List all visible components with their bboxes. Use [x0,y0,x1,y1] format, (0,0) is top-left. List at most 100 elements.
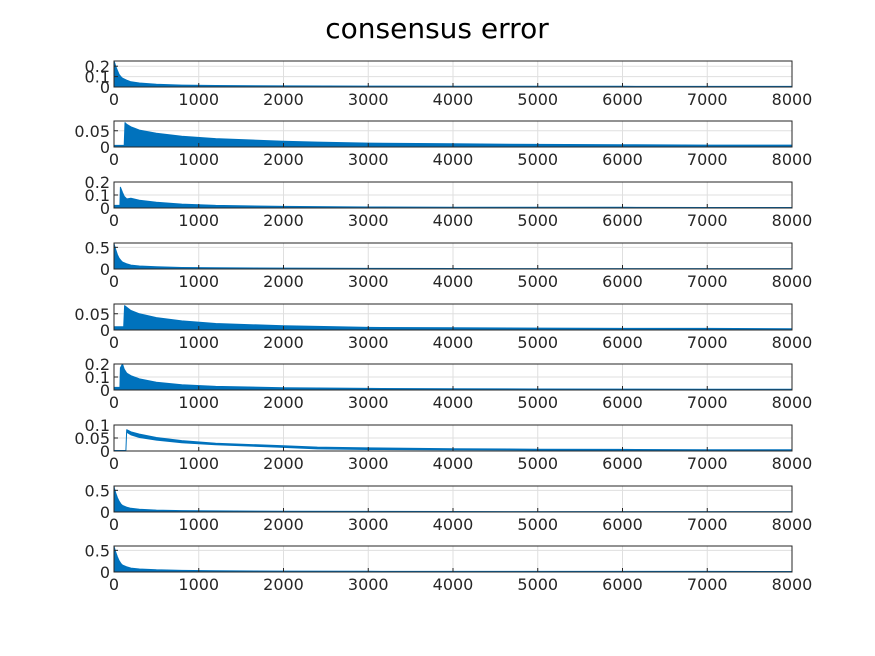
x-tick-label: 6000 [602,211,643,230]
subplots: 0 1000 2000 3000 4000 5000 6000 7000 8000 0 0.1 0.2… [74,57,812,594]
x-tick-label: 2000 [263,515,304,534]
x-tick-label: 6000 [602,150,643,169]
y-tick-label: 0 [100,321,110,340]
x-tick-label: 4000 [433,150,474,169]
x-tick-label: 6000 [602,515,643,534]
x-tick-label: 7000 [687,150,728,169]
x-tick-label: 0 [109,393,119,412]
x-tick-label: 4000 [433,515,474,534]
x-tick-label: 2000 [263,454,304,473]
x-tick-label: 2000 [263,393,304,412]
x-tick-label: 6000 [602,272,643,291]
x-tick-label: 8000 [772,515,813,534]
x-tick-label: 8000 [772,150,813,169]
x-tick-label: 1000 [178,454,219,473]
x-tick-label: 3000 [348,515,389,534]
x-tick-label: 8000 [772,393,813,412]
x-tick-label: 0 [109,90,119,109]
subplot-7: 0 1000 2000 3000 4000 5000 6000 7000 800000.050.… [74,416,812,473]
subplot-1: 0 1000 2000 3000 4000 5000 6000 7000 800000.10.2 [85,57,813,109]
y-tick-label: 0 [100,138,110,157]
y-tick-label: 0 [100,563,110,582]
subplot-8: 0 1000 2000 3000 4000 5000 6000 7000 8000 0 0.5 [85,481,813,534]
x-tick-label: 6000 [602,454,643,473]
x-tick-label: 4000 [433,393,474,412]
x-tick-label: 2000 [263,150,304,169]
x-tick-label: 5000 [517,333,558,352]
x-tick-label: 2000 [263,90,304,109]
x-tick-label: 8000 [772,333,813,352]
x-tick-label: 4000 [433,90,474,109]
x-tick-label: 5000 [517,515,558,534]
x-tick-label: 8000 [772,211,813,230]
x-tick-label: 7000 [687,575,728,594]
x-tick-label: 1000 [178,211,219,230]
x-tick-label: 3000 [348,333,389,352]
x-tick-label: 5000 [517,272,558,291]
x-tick-label: 7000 [687,211,728,230]
y-tick-label: 0.05 [74,305,110,324]
x-tick-label: 8000 [772,90,813,109]
x-tick-label: 2000 [263,333,304,352]
x-tick-label: 0 [109,454,119,473]
x-tick-label: 0 [109,150,119,169]
x-tick-label: 4000 [433,454,474,473]
x-tick-label: 5000 [517,575,558,594]
x-tick-label: 3000 [348,150,389,169]
x-tick-label: 1000 [178,575,219,594]
y-tick-label: 0.1 [85,416,110,435]
y-tick-label: 0.5 [85,541,110,560]
x-tick-label: 6000 [602,393,643,412]
x-tick-label: 5000 [517,90,558,109]
y-tick-label: 0.05 [74,122,110,141]
subplot-4: 0 1000 2000 3000 4000 5000 6000 7000 8000 0 0.5 [85,238,813,291]
y-tick-label: 0 [100,260,110,279]
x-tick-label: 4000 [433,333,474,352]
x-tick-label: 4000 [433,211,474,230]
y-tick-label: 0.2 [85,57,110,76]
y-tick-label: 0 [100,503,110,522]
x-tick-label: 7000 [687,333,728,352]
x-tick-label: 1000 [178,272,219,291]
x-tick-label: 8000 [772,272,813,291]
x-tick-label: 6000 [602,90,643,109]
x-tick-label: 0 [109,575,119,594]
x-tick-label: 5000 [517,150,558,169]
x-tick-label: 5000 [517,454,558,473]
x-tick-label: 3000 [348,211,389,230]
x-tick-label: 8000 [772,454,813,473]
x-tick-label: 0 [109,272,119,291]
x-tick-label: 1000 [178,333,219,352]
x-tick-label: 2000 [263,575,304,594]
x-tick-label: 7000 [687,393,728,412]
x-tick-label: 2000 [263,211,304,230]
x-tick-label: 3000 [348,393,389,412]
y-tick-label: 0.5 [85,481,110,500]
x-tick-label: 1000 [178,90,219,109]
x-tick-label: 5000 [517,211,558,230]
x-tick-label: 1000 [178,150,219,169]
x-tick-label: 4000 [433,575,474,594]
x-tick-label: 3000 [348,454,389,473]
subplot-9: 0 1000 2000 3000 4000 5000 6000 7000 800000.5 [85,541,813,594]
x-tick-label: 2000 [263,272,304,291]
y-tick-label: 0.2 [85,355,110,374]
x-tick-label: 7000 [687,90,728,109]
x-tick-label: 3000 [348,90,389,109]
x-tick-label: 5000 [517,393,558,412]
x-tick-label: 0 [109,211,119,230]
x-tick-label: 0 [109,333,119,352]
x-tick-label: 8000 [772,575,813,594]
x-tick-label: 7000 [687,272,728,291]
x-tick-label: 3000 [348,272,389,291]
chart-title: consensus error [325,12,549,45]
x-tick-label: 6000 [602,575,643,594]
x-tick-label: 7000 [687,515,728,534]
x-tick-label: 1000 [178,515,219,534]
y-tick-label: 0.2 [85,173,110,192]
